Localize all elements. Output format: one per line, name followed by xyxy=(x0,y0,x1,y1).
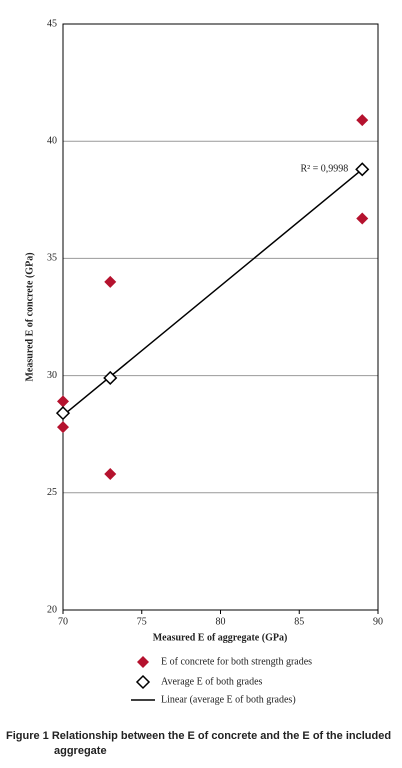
y-tick-label: 25 xyxy=(47,487,57,498)
point xyxy=(356,114,369,127)
legend-label: E of concrete for both strength grades xyxy=(161,656,312,667)
y-tick-label: 45 xyxy=(47,18,57,29)
annotation: R² = 0,9998 xyxy=(300,164,348,175)
plot-frame xyxy=(62,23,379,611)
legend-label: Average E of both grades xyxy=(161,676,263,687)
x-tick-label: 85 xyxy=(294,616,304,627)
point xyxy=(57,395,69,408)
legend-label: Linear (average E of both grades) xyxy=(161,694,296,705)
x-tick-label: 70 xyxy=(58,616,68,627)
point xyxy=(355,162,370,177)
legend-marker xyxy=(137,656,149,668)
x-tick-label: 80 xyxy=(216,616,226,627)
point xyxy=(104,275,117,288)
y-axis-label: Measured E of concrete (GPa) xyxy=(24,252,35,381)
point xyxy=(55,406,71,421)
x-tick-label: 90 xyxy=(373,616,383,627)
chart: Measured E of aggregate (GPa) Measured E… xyxy=(24,18,383,705)
y-tick-label: 30 xyxy=(47,370,57,381)
y-tick-label: 40 xyxy=(47,135,57,146)
y-tick-label: 20 xyxy=(47,604,57,615)
legend-marker xyxy=(135,674,151,690)
point xyxy=(104,468,117,481)
point xyxy=(356,212,369,225)
caption: Figure 1 Relationship between the E of c… xyxy=(6,730,392,757)
point xyxy=(57,421,69,434)
x-tick-label: 75 xyxy=(137,616,147,627)
y-tick-label: 35 xyxy=(47,253,57,264)
x-axis-label: Measured E of aggregate (GPa) xyxy=(153,632,288,643)
point xyxy=(103,370,118,386)
